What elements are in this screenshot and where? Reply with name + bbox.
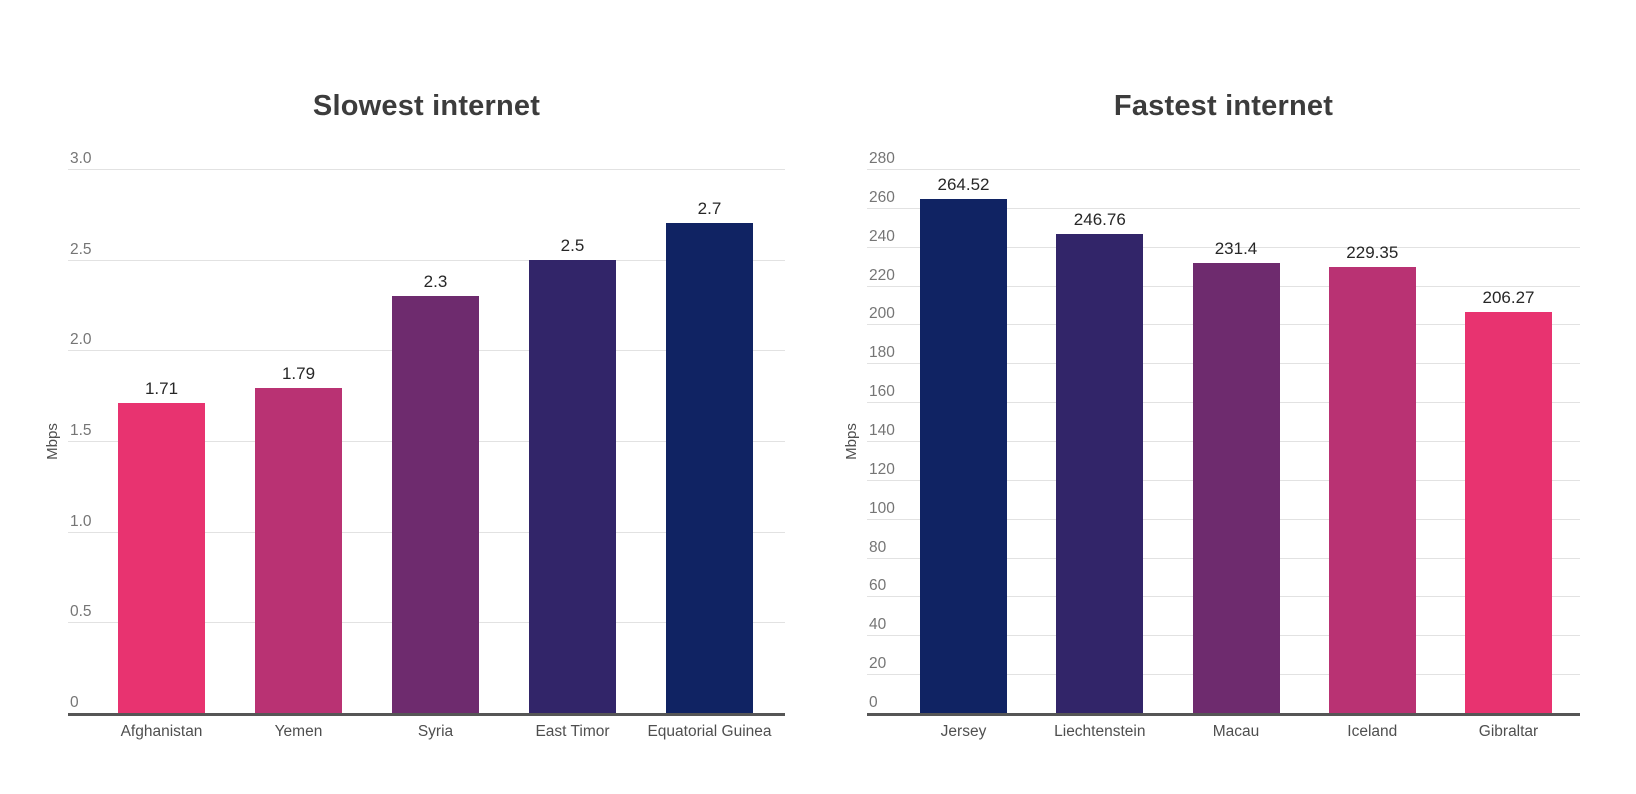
gridline-fastest-internet-240 (867, 247, 1580, 248)
x-category-label-afghanistan: Afghanistan (120, 723, 203, 740)
bar-syria (392, 295, 479, 713)
bar-equatorial-guinea (666, 223, 753, 713)
y-tick-label-slowest-internet-1.5: 1.5 (70, 422, 92, 439)
y-tick-label-fastest-internet-260: 260 (869, 189, 895, 206)
chart-title-fastest-internet: Fastest internet (1113, 90, 1334, 122)
x-category-label-equatorial-guinea: Equatorial Guinea (647, 723, 772, 740)
bar-jersey (920, 199, 1007, 713)
bar-gibraltar (1465, 312, 1552, 713)
y-tick-label-slowest-internet-0: 0 (70, 694, 79, 711)
y-tick-label-fastest-internet-160: 160 (869, 383, 895, 400)
y-tick-label-slowest-internet-1.0: 1.0 (70, 513, 92, 530)
bar-iceland (1328, 267, 1416, 713)
x-category-label-iceland: Iceland (1347, 723, 1398, 740)
bar-value-label-yemen: 1.79 (281, 364, 316, 384)
gridline-fastest-internet-260 (867, 208, 1580, 209)
x-axis-line-fastest-internet (867, 713, 1580, 716)
bar-value-label-east-timor: 2.5 (560, 235, 585, 255)
x-axis-line-slowest-internet (68, 713, 785, 716)
y-tick-label-fastest-internet-80: 80 (869, 539, 887, 556)
y-tick-label-fastest-internet-40: 40 (869, 616, 887, 633)
bar-value-label-gibraltar: 206.27 (1482, 288, 1535, 308)
x-category-label-macau: Macau (1212, 723, 1260, 740)
y-tick-label-fastest-internet-140: 140 (869, 422, 895, 439)
y-axis-unit-label-fastest-internet: Mbps (834, 401, 868, 481)
x-category-label-liechtenstein: Liechtenstein (1054, 723, 1146, 740)
y-tick-label-fastest-internet-220: 220 (869, 267, 895, 284)
gridline-fastest-internet-280 (867, 169, 1580, 170)
y-tick-label-fastest-internet-100: 100 (869, 500, 895, 517)
y-tick-label-slowest-internet-3.0: 3.0 (70, 150, 92, 167)
x-category-label-east-timor: East Timor (535, 723, 610, 740)
y-axis-unit-text: Mbps (842, 422, 860, 460)
x-category-label-yemen: Yemen (274, 723, 323, 740)
bar-value-label-liechtenstein: 246.76 (1073, 209, 1126, 229)
bar-value-label-jersey: 264.52 (937, 175, 990, 195)
y-tick-label-fastest-internet-200: 200 (869, 305, 895, 322)
y-tick-label-fastest-internet-180: 180 (869, 344, 895, 361)
y-tick-label-slowest-internet-2.0: 2.0 (70, 331, 92, 348)
y-tick-label-fastest-internet-240: 240 (869, 228, 895, 245)
bar-value-label-afghanistan: 1.71 (144, 378, 179, 398)
y-tick-label-slowest-internet-2.5: 2.5 (70, 241, 92, 258)
y-axis-unit-label-slowest-internet: Mbps (35, 401, 69, 481)
chart-title-slowest-internet: Slowest internet (312, 90, 541, 122)
bar-yemen (255, 388, 342, 713)
x-category-label-jersey: Jersey (940, 723, 987, 740)
y-tick-label-fastest-internet-120: 120 (869, 461, 895, 478)
bar-value-label-iceland: 229.35 (1346, 243, 1399, 263)
bar-east-timor (529, 259, 616, 713)
gridline-slowest-internet-2.5 (68, 260, 785, 261)
y-tick-label-fastest-internet-60: 60 (869, 577, 887, 594)
bar-value-label-macau: 231.4 (1214, 239, 1258, 259)
bar-liechtenstein (1056, 233, 1144, 713)
bar-afghanistan (118, 402, 205, 713)
y-axis-unit-text: Mbps (43, 422, 61, 460)
bar-value-label-syria: 2.3 (423, 271, 448, 291)
bar-macau (1192, 263, 1280, 713)
gridline-slowest-internet-3.0 (68, 169, 785, 170)
bar-value-label-equatorial-guinea: 2.7 (697, 199, 722, 219)
x-category-label-syria: Syria (417, 723, 454, 740)
y-tick-label-fastest-internet-0: 0 (869, 694, 878, 711)
y-tick-label-fastest-internet-280: 280 (869, 150, 895, 167)
y-tick-label-slowest-internet-0.5: 0.5 (70, 603, 92, 620)
x-category-label-gibraltar: Gibraltar (1478, 723, 1539, 740)
y-tick-label-fastest-internet-20: 20 (869, 655, 887, 672)
